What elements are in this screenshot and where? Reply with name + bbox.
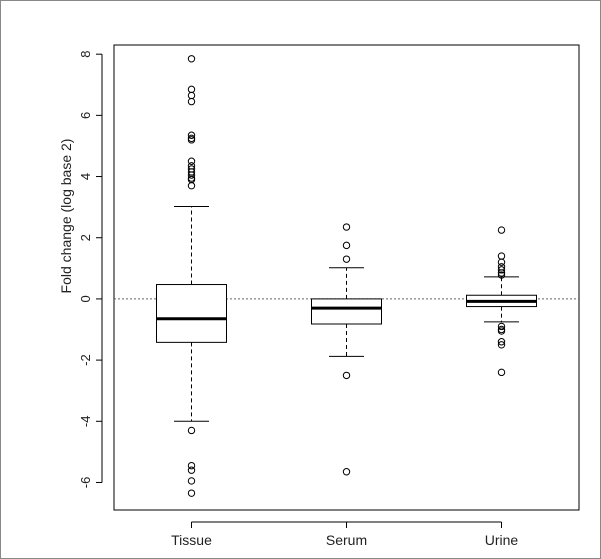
outlier-point	[342, 468, 351, 476]
outlier-point	[497, 338, 506, 346]
outlier-point	[187, 55, 196, 63]
x-tick-label-tissue: Tissue	[171, 532, 212, 548]
outlier-point	[187, 157, 196, 165]
y-tick-label: 2	[78, 234, 93, 241]
outlier-point	[497, 341, 506, 349]
y-tick-label: -6	[78, 477, 93, 489]
outlier-point	[497, 266, 506, 274]
plot-area	[113, 44, 580, 511]
x-tick-label-serum: Serum	[326, 532, 367, 548]
box-iqr	[156, 284, 227, 343]
outlier-point	[497, 269, 506, 277]
outlier-point	[187, 477, 196, 485]
outlier-point	[187, 91, 196, 100]
y-tick-label: 4	[78, 173, 93, 180]
outlier-point	[497, 258, 506, 266]
outlier-point	[187, 489, 196, 497]
box-iqr	[311, 298, 382, 325]
outlier-point	[497, 322, 506, 331]
outlier-point	[187, 182, 196, 190]
outlier-point	[497, 271, 506, 279]
y-tick-label: -2	[78, 354, 93, 366]
outlier-point	[187, 136, 196, 144]
x-axis: Tissue Serum Urine	[171, 521, 519, 548]
boxes-layer	[156, 55, 537, 497]
box-tissue	[156, 55, 227, 497]
y-axis-label: Fold change (log base 2)	[58, 139, 74, 294]
outlier-point	[342, 255, 351, 263]
outlier-point	[187, 85, 196, 94]
outlier-point	[187, 171, 196, 179]
outlier-point	[497, 226, 506, 234]
outlier-point	[342, 371, 351, 380]
y-tick-label: 8	[78, 51, 93, 58]
outlier-point	[187, 466, 196, 474]
x-tick-label-urine: Urine	[485, 532, 519, 548]
y-tick-label: 6	[78, 112, 93, 119]
outlier-point	[497, 327, 506, 335]
outlier-point	[342, 223, 351, 231]
outlier-point	[187, 426, 196, 435]
y-tick-label: -4	[78, 416, 93, 428]
outlier-point	[187, 131, 196, 139]
outlier-point	[187, 97, 196, 106]
outlier-point	[497, 252, 506, 260]
y-axis: -6 -4 -2 0 2 4 6 8	[78, 51, 103, 489]
outlier-point	[342, 241, 351, 250]
outlier-point	[497, 368, 506, 377]
outlier-point	[187, 461, 196, 470]
box-urine	[466, 226, 537, 377]
y-tick-label: 0	[78, 295, 93, 302]
box-serum	[311, 223, 382, 476]
